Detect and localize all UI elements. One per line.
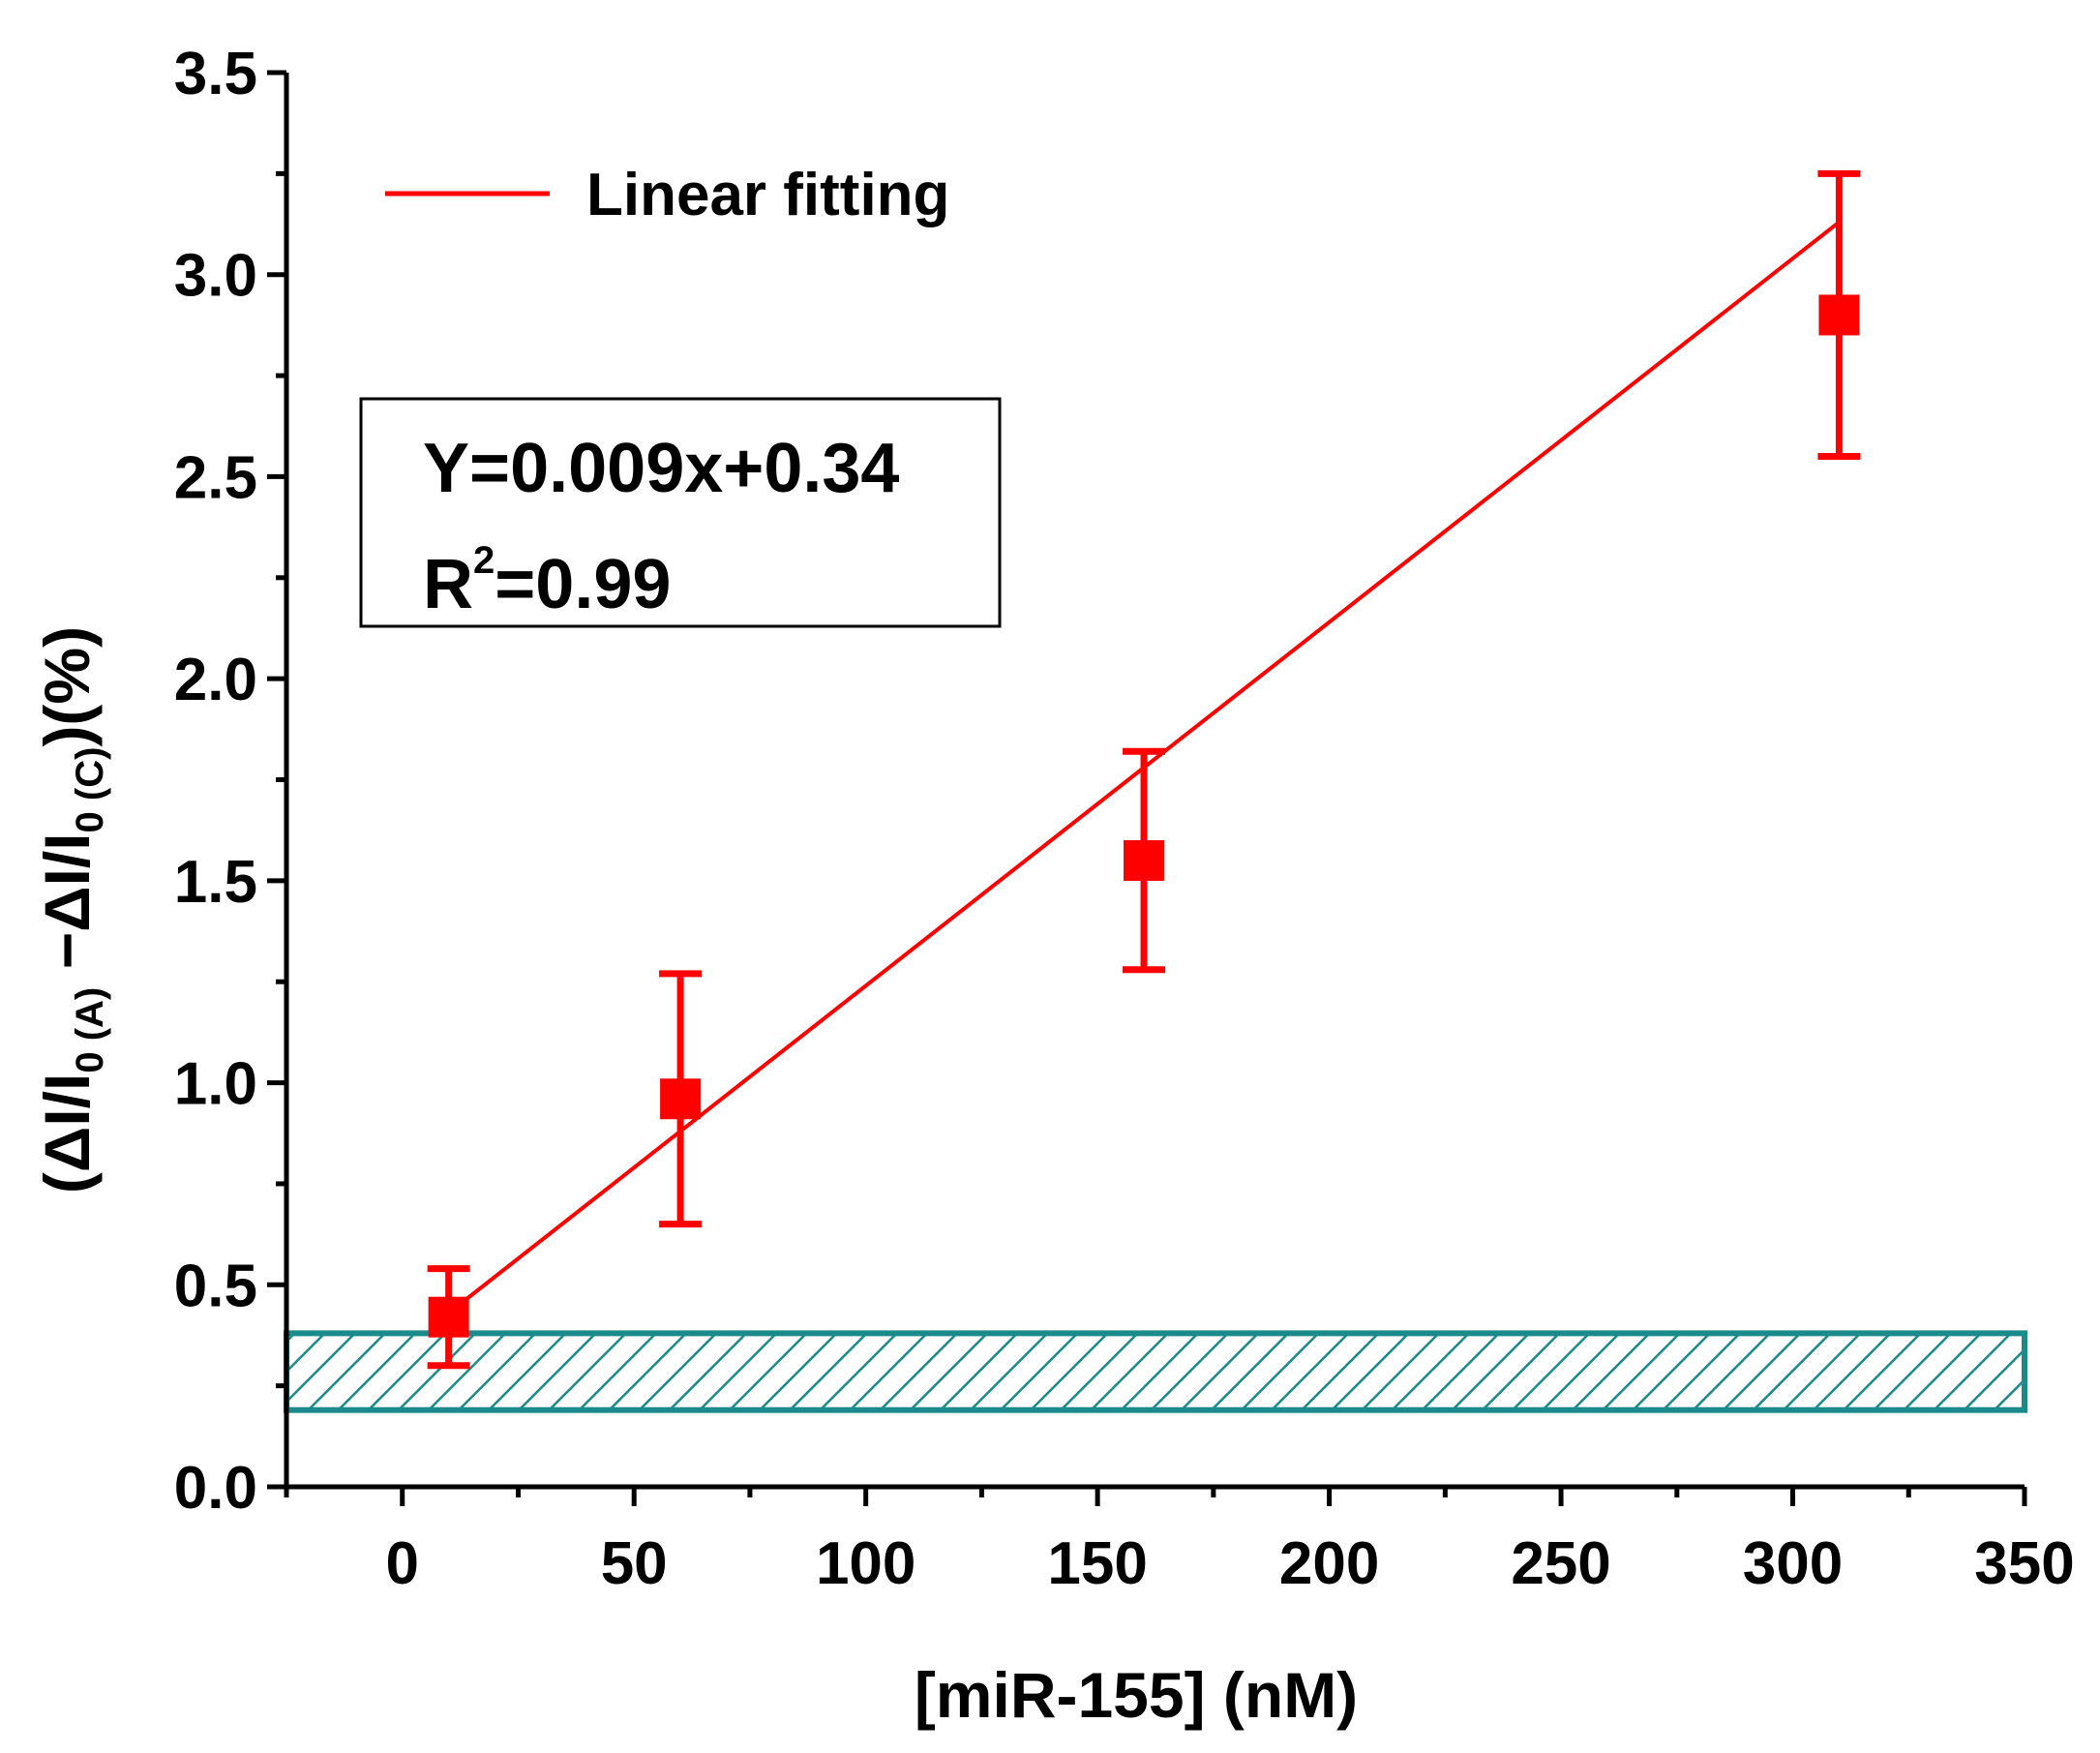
y-title-part: −ΔI/I <box>31 832 103 986</box>
legend-label: Linear fitting <box>586 162 949 228</box>
r-squared: R2=0.99 <box>423 539 671 623</box>
r2-exponent: 2 <box>473 539 495 582</box>
y-tick-label: 2.5 <box>174 444 257 511</box>
r2-suffix: =0.99 <box>495 546 671 623</box>
y-tick-label: 1.0 <box>174 1051 257 1118</box>
data-point-marker <box>1124 839 1165 881</box>
x-axis-title: [miR-155] (nM) <box>915 1659 1358 1731</box>
data-point-marker <box>1818 294 1860 336</box>
legend: Linear fitting <box>385 162 949 228</box>
y-title-part: (C) <box>69 747 111 812</box>
x-tick-label: 150 <box>1047 1530 1147 1597</box>
y-tick-label: 0.5 <box>174 1253 257 1319</box>
y-axis-title: (ΔI/I0 (A) −ΔI/I0 (C))(%) <box>31 626 111 1194</box>
equation-box: Y=0.009x+0.34 R2=0.99 <box>359 397 1002 628</box>
x-tick-label: 50 <box>601 1530 668 1597</box>
y-tick-label: 3.5 <box>174 41 257 107</box>
fit-equation: Y=0.009x+0.34 <box>423 430 899 507</box>
x-tick-label: 350 <box>1974 1530 2074 1597</box>
y-title-part: (A) <box>69 987 111 1052</box>
x-tick-label: 100 <box>816 1530 915 1597</box>
y-title-part: 0 <box>69 1051 111 1073</box>
data-point-marker <box>660 1078 702 1120</box>
r2-prefix: R <box>423 546 473 623</box>
data-point-group <box>659 970 703 1228</box>
y-tick-label: 1.5 <box>174 849 257 916</box>
data-point-group <box>1817 169 1861 461</box>
y-title-part: )(%) <box>31 626 103 747</box>
y-tick-label: 3.0 <box>174 243 257 310</box>
x-ticks: 0 50 100 150 200 250 300 350 <box>284 1487 2075 1597</box>
data-points <box>427 169 1861 1370</box>
y-tick-label: 2.0 <box>174 647 257 713</box>
x-tick-label: 200 <box>1279 1530 1379 1597</box>
x-tick-label: 300 <box>1743 1530 1843 1597</box>
x-tick-label: 250 <box>1511 1530 1610 1597</box>
baseline-band <box>284 1330 2027 1413</box>
y-tick-label: 0.0 <box>174 1455 257 1522</box>
data-point-group <box>427 1265 470 1370</box>
data-point-marker <box>428 1296 469 1338</box>
x-tick-label: 0 <box>385 1530 418 1597</box>
y-title-part: (ΔI/I <box>31 1073 103 1194</box>
y-title-part: 0 <box>69 811 111 832</box>
y-ticks: 0.0 0.5 1.0 1.5 2.0 2.5 3.0 3.5 <box>174 41 286 1522</box>
data-point-group <box>1123 747 1166 974</box>
